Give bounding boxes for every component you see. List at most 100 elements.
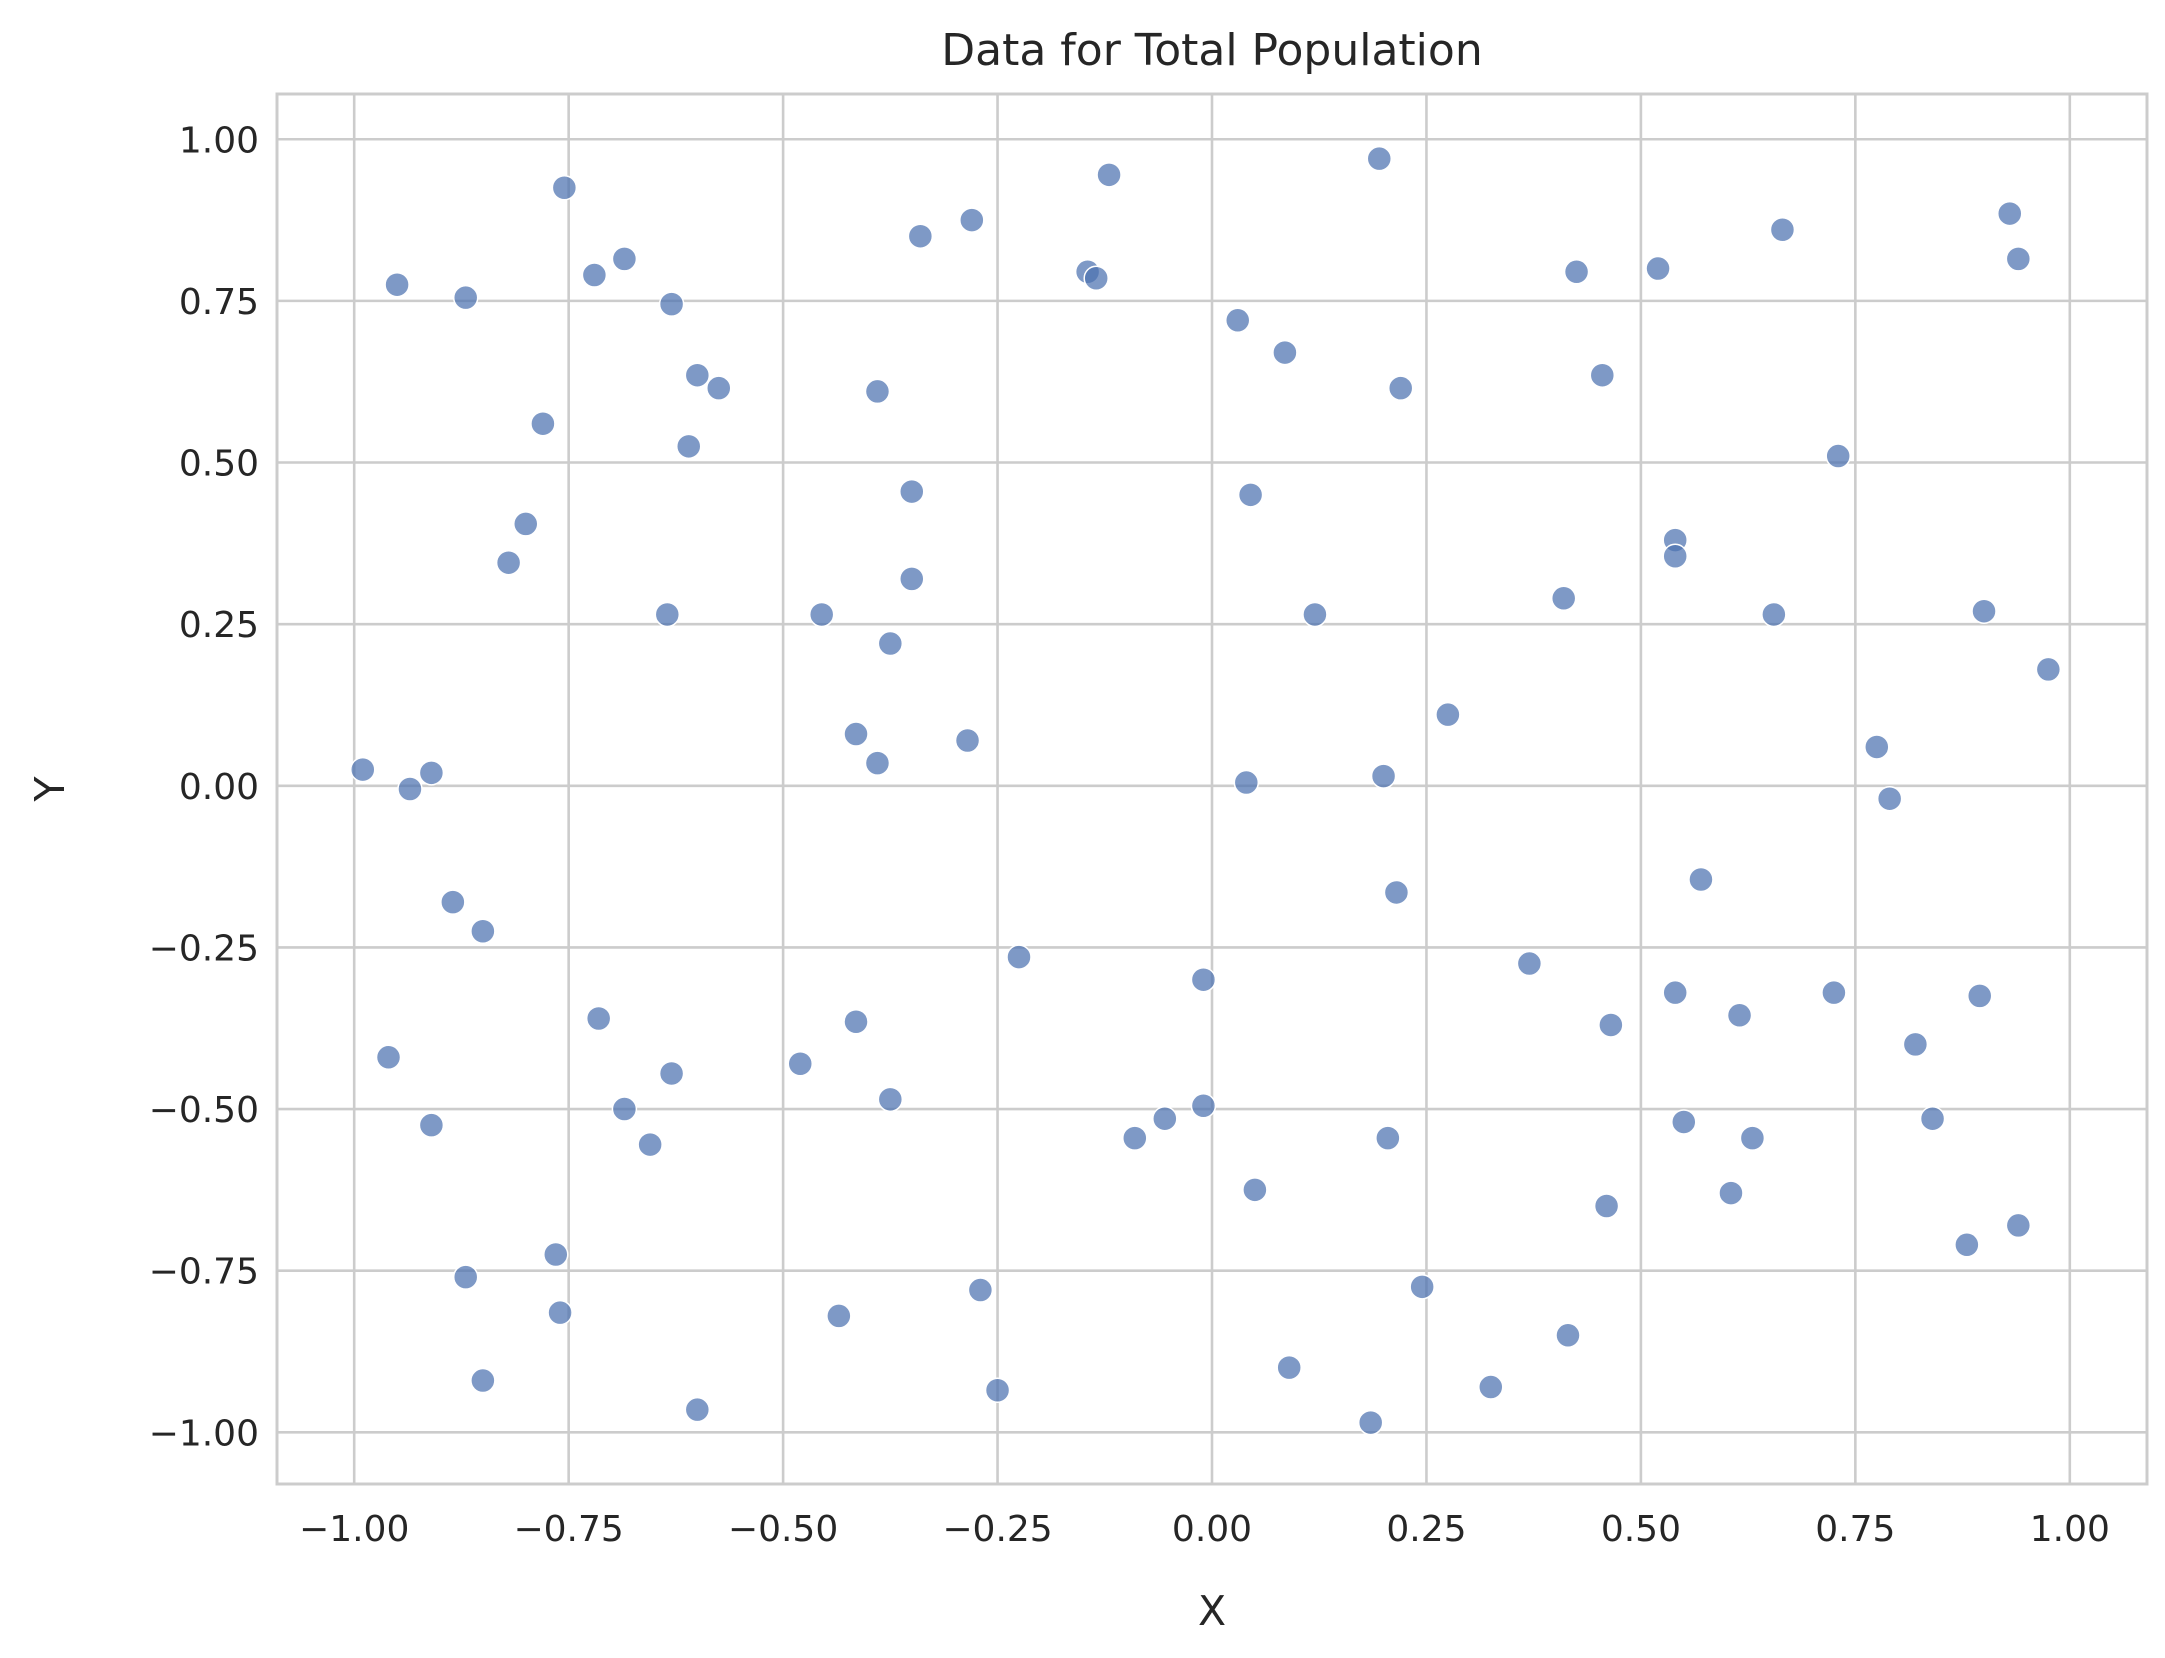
scatter-point [1966,983,1993,1009]
scatter-point [397,776,423,802]
scatter-point [787,1051,814,1077]
scatter-point [954,727,981,754]
scatter-point [1152,1105,1178,1132]
scatter-point [470,918,496,944]
scatter-point [2005,246,2032,272]
scatter-point [1272,339,1298,366]
scatter-point [1516,950,1543,977]
y-axis-label: Y [26,776,74,803]
x-tick-labels: −1.00 −0.75 −0.50 −0.25 0.00 0.25 0.50 0.75 1.00 [299,1509,2110,1550]
scatter-point [1237,482,1264,508]
y-tick-label: −1.00 [149,1413,259,1454]
scatter-point [684,1396,711,1423]
scatter-point [418,760,445,786]
x-tick-label: 0.50 [1601,1509,1681,1550]
scatter-point [808,601,835,628]
scatter-point [877,1086,904,1113]
scatter-point [1971,598,1997,624]
scatter-point [585,1005,612,1032]
scatter-point [1357,1409,1384,1436]
scatter-point [1662,543,1688,570]
scatter-point [1370,763,1397,789]
scatter-point [1593,1193,1620,1219]
scatter-point [959,207,985,233]
scatter-point [1383,879,1410,906]
scatter-point [684,362,711,388]
scatter-point [1233,769,1260,796]
scatter-point [452,284,479,311]
scatter-point [967,1277,994,1303]
x-tick-label: −0.75 [513,1509,623,1550]
scatter-point [1919,1105,1946,1132]
x-tick-label: −0.50 [728,1509,838,1550]
scatter-point [1478,1374,1504,1400]
y-tick-label: 0.00 [179,767,259,808]
x-tick-label: −1.00 [299,1509,409,1550]
scatter-point [2035,656,2062,683]
scatter-point [384,271,410,298]
scatter-point [826,1303,852,1329]
scatter-point [1821,979,1847,1006]
scatter-point [543,1241,569,1268]
scatter-point [984,1377,1011,1404]
scatter-point [418,1112,445,1138]
scatter-point [907,223,934,249]
x-tick-label: 0.75 [1815,1509,1895,1550]
scatter-point [1739,1125,1766,1151]
scatter-point [1122,1125,1148,1151]
scatter-point [864,750,891,776]
scatter-point [1006,944,1032,970]
y-tick-label: −0.50 [149,1090,259,1131]
scatter-point [1409,1274,1435,1300]
scatter-point [1563,259,1590,285]
scatter-point [706,375,732,401]
scatter-point [1761,601,1787,628]
scatter-point [1302,601,1328,628]
y-tick-label: −0.25 [149,928,259,969]
scatter-point [470,1367,496,1394]
y-tick-label: 0.25 [179,605,259,646]
scatter-point [551,174,578,201]
scatter-point [2005,1212,2032,1239]
scatter-point [1645,255,1671,282]
scatter-point [864,378,891,405]
scatter-point [899,566,925,592]
scatter-point [658,1060,685,1087]
scatter-point [1688,866,1714,893]
scatter-point [637,1131,663,1158]
scatter-point [1997,200,2023,227]
scatter-point [654,601,681,628]
y-tick-label: 0.50 [179,444,259,485]
scatter-point [452,1264,479,1290]
scatter-point [1864,734,1890,760]
scatter-point [1224,307,1251,334]
y-tick-labels: 1.00 0.75 0.50 0.25 0.00 −0.25 −0.50 −0.75 −1.00 [149,120,259,1454]
y-tick-label: 1.00 [179,120,259,161]
scatter-point [440,889,466,915]
scatter-point [1096,162,1122,188]
scatter-point [1726,1002,1753,1029]
scatter-point [611,1096,638,1122]
scatter-point [843,721,869,747]
scatter-point [1718,1180,1744,1206]
scatter-point [530,410,556,437]
scatter-point [1589,362,1616,388]
x-axis-label: X [1198,1587,1226,1635]
y-tick-label: 0.75 [179,282,259,323]
y-tick-label: −0.75 [149,1252,259,1293]
x-tick-label: 1.00 [2030,1509,2110,1550]
scatter-point [547,1299,573,1326]
scatter-point [495,549,522,576]
scatter-point [658,291,685,317]
scatter-point [1954,1232,1980,1258]
scatter-point [375,1044,402,1071]
scatter-point [1435,701,1461,728]
scatter-point [1555,1322,1581,1349]
data-points [350,145,2062,1436]
scatter-point [1662,979,1688,1006]
scatter-point [1598,1012,1624,1038]
scatter-point [1276,1354,1302,1381]
scatter-point [675,433,702,460]
scatter-point [1825,443,1851,469]
scatter-point [1375,1125,1401,1151]
